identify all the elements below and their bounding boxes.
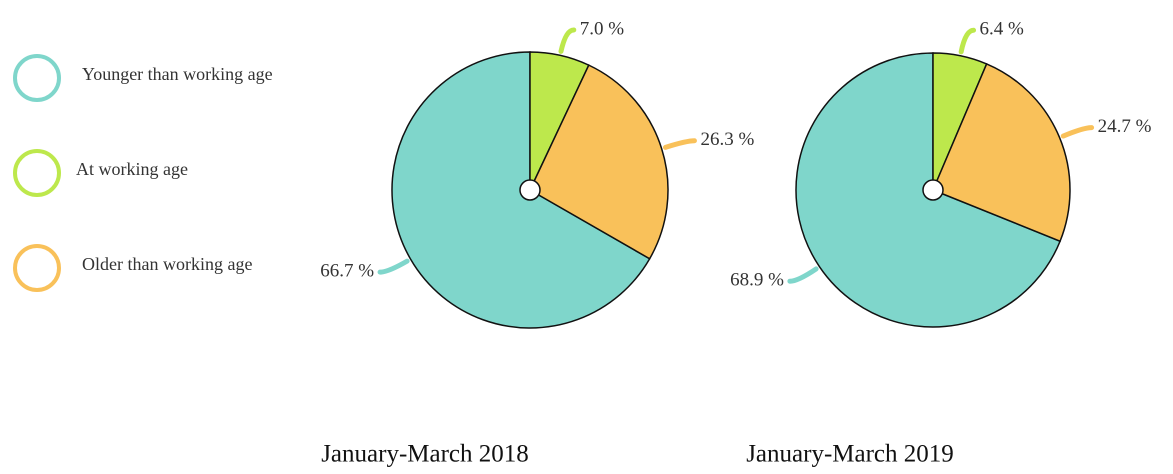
chart-title: January-March 2019	[746, 441, 954, 468]
data-label: 7.0 %	[580, 18, 625, 39]
legend-label: Older than working age	[82, 254, 252, 274]
legend-swatch	[13, 244, 61, 292]
pie-center	[519, 179, 541, 201]
legend-swatch	[13, 149, 61, 197]
data-label: 24.7 %	[1098, 116, 1152, 137]
leader-line	[1060, 125, 1095, 139]
leader-line	[662, 138, 697, 150]
leader-line	[958, 27, 977, 55]
leader-line	[558, 27, 577, 54]
pie-slice	[932, 62, 1071, 243]
leader-line	[787, 266, 819, 284]
pie-center	[922, 179, 944, 201]
legend-swatch	[13, 54, 61, 102]
data-label: 68.9 %	[730, 270, 784, 291]
legend-label: Younger than working age	[82, 64, 273, 84]
chart-title: January-March 2018	[321, 441, 529, 468]
pie-slice	[529, 64, 669, 260]
data-label: 6.4 %	[980, 19, 1025, 40]
data-label: 66.7 %	[320, 261, 374, 282]
data-label: 26.3 %	[700, 129, 754, 150]
legend-label: At working age	[76, 159, 188, 179]
leader-line	[377, 258, 410, 275]
